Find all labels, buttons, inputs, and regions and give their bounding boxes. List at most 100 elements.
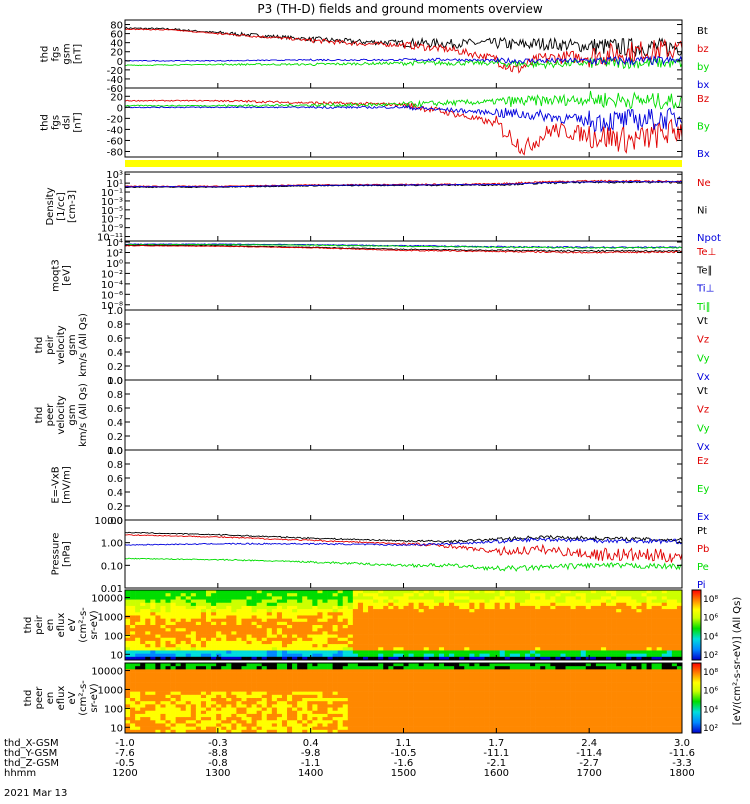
yellow-flag-bar	[125, 160, 682, 167]
colorbar	[692, 663, 701, 733]
ylabel-pressure: Pressure	[51, 533, 62, 576]
xtick-label: 1600	[484, 768, 509, 779]
series-fgs-dsl-3	[125, 106, 682, 132]
ytick-label: 10²	[106, 249, 123, 260]
ylabel-fgs-dsl: dsl	[62, 115, 73, 129]
ytick-label: 1.0	[107, 306, 123, 317]
colorbar-tick: 10²	[703, 651, 718, 661]
ytick-label: 10000	[91, 594, 123, 605]
ytick-label: 10⁻⁴	[101, 280, 123, 291]
legend-Ex: Ex	[697, 512, 709, 523]
legend-Ti⊥: Ti⊥	[696, 284, 714, 295]
ylabel-fgs-gsm: gsm	[62, 43, 73, 64]
legend-Vt: Vt	[697, 316, 708, 327]
ytick-label: 0.6	[107, 334, 123, 345]
ytick-label: 1000	[98, 612, 123, 623]
ylabel-density: [1/cc]	[56, 192, 67, 221]
colorbar-tick: 10⁸	[703, 668, 718, 678]
ylabel-peer-velocity: km/s (All Qs)	[78, 383, 89, 447]
ylabel-fgs-gsm: [nT]	[73, 44, 84, 64]
panel-frame	[125, 241, 682, 310]
xtick-label: 1400	[298, 768, 323, 779]
ylabel-peir-velocity: thd	[34, 337, 45, 354]
legend-Te⊥: Te⊥	[696, 247, 716, 258]
ytick-label: 0.6	[107, 404, 123, 415]
colorbar-label: [eV/(cm²-s-sr-eV)] (All Qs)	[732, 597, 743, 726]
legend-Ti∥: Ti∥	[696, 302, 711, 313]
legend-Pe: Pe	[697, 562, 709, 573]
ytick-label: -20	[107, 114, 123, 125]
ylabel-peer-eflux: en	[45, 692, 56, 705]
ytick-label: 10⁰	[106, 259, 123, 270]
series-fgs-dsl-1	[125, 100, 682, 155]
xtick-label: 1200	[112, 768, 137, 779]
ylabel-peir-eflux: en	[45, 619, 56, 632]
legend-Ez: Ez	[697, 456, 709, 467]
ytick-label: 100	[104, 704, 123, 715]
ylabel-peir-eflux: eflux	[56, 613, 67, 638]
legend-bz: bz	[697, 44, 709, 55]
ylabel-peer-eflux: (cm²-s-	[78, 680, 89, 716]
ylabel-temperature: moqt3	[51, 259, 62, 292]
date-label: 2021 Mar 13	[4, 788, 67, 799]
legend-Ey: Ey	[697, 484, 709, 495]
ytick-label: 1000	[98, 685, 123, 696]
legend-Bx: Bx	[697, 149, 710, 160]
legend-Vt: Vt	[697, 386, 708, 397]
ylabel-fgs-dsl: [nT]	[73, 112, 84, 132]
ylabel-peir-velocity: velocity	[56, 325, 67, 364]
ylabel-peir-eflux: sr-eV)	[89, 610, 100, 639]
ylabel-density: Density	[45, 187, 56, 225]
ytick-label: 10⁻⁶	[101, 290, 123, 301]
ylabel-peir-velocity: km/s (All Qs)	[78, 313, 89, 377]
colorbar-tick: 10⁴	[703, 632, 718, 642]
legend-Te∥: Te∥	[696, 265, 713, 276]
ytick-label: 0	[117, 103, 123, 114]
panel-frame	[125, 520, 682, 588]
colorbar-tick: 10⁶	[703, 614, 718, 624]
ylabel-peer-eflux: sr-eV)	[89, 683, 100, 712]
plot-title: P3 (TH-D) fields and ground moments over…	[257, 2, 542, 16]
ytick-label: 100	[104, 631, 123, 642]
panel-density: 10³10¹10⁻¹10⁻³10⁻⁵10⁻⁷10⁻⁹10⁻¹¹NeNiNpotD…	[45, 170, 721, 244]
ytick-label: 0.8	[107, 320, 123, 331]
ytick-label: 10⁴	[106, 238, 123, 249]
ytick-label: 0.8	[107, 460, 123, 471]
ytick-label: 1.0	[107, 376, 123, 387]
panel-temperature: 10⁴10²10⁰10⁻²10⁻⁴10⁻⁶10⁻⁸Te⊥Te∥Ti⊥Ti∥moq…	[51, 238, 717, 313]
xtick-label: 1800	[669, 768, 694, 779]
ylabel-peer-eflux: peer	[34, 686, 45, 710]
ytick-label: 0.2	[107, 362, 123, 373]
ylabel-peir-eflux: (cm²-s-	[78, 607, 89, 643]
legend-Vx: Vx	[697, 442, 710, 453]
colorbar-tick: 10²	[703, 724, 718, 734]
ylabel-e-field: [mV/m]	[62, 466, 73, 504]
ytick-label: -60	[107, 136, 123, 147]
legend-Vy: Vy	[697, 423, 710, 434]
colorbar-tick: 10⁶	[703, 687, 718, 697]
ylabel-peir-eflux: thd	[23, 617, 34, 634]
ytick-label: -80	[107, 147, 123, 158]
ytick-label: 10000	[91, 667, 123, 678]
legend-Bt: Bt	[697, 26, 708, 37]
xtick-label: 1700	[576, 768, 601, 779]
legend-Vz: Vz	[697, 405, 709, 416]
ylabel-peir-eflux: peir	[34, 614, 45, 634]
panel-frame	[125, 380, 682, 450]
ytick-label: 0.2	[107, 502, 123, 513]
legend-Pb: Pb	[697, 544, 709, 555]
ytick-label: 0.4	[107, 348, 123, 359]
xaxis-row-label: hhmm	[4, 768, 36, 779]
colorbar	[692, 590, 701, 660]
panel-frame	[125, 310, 682, 380]
ytick-label: 1.0	[107, 446, 123, 457]
colorbar-tick: 10⁴	[703, 705, 718, 715]
